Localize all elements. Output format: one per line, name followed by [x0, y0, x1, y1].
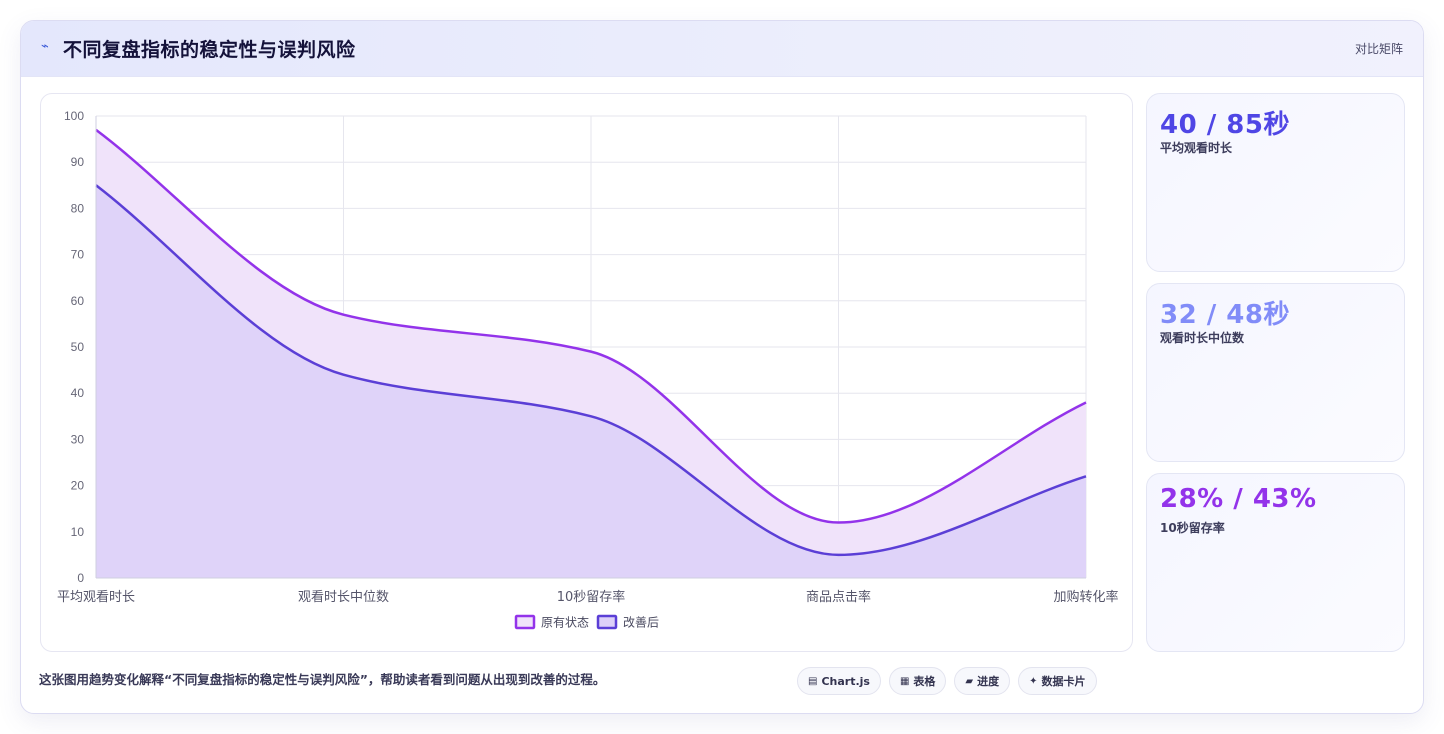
legend-swatch — [514, 614, 536, 630]
legend-swatch — [596, 614, 618, 630]
stat-label: 10秒留存率 — [1160, 521, 1225, 535]
stat-value: 32 / 48秒 — [1160, 300, 1290, 330]
report-card: ⌁ 不同复盘指标的稳定性与误判风险 对比矩阵 0 10 20 30 40 50 60 70 80… — [20, 20, 1424, 714]
compare-matrix-label: 对比矩阵 — [1354, 42, 1403, 56]
chart-description: 这张图用趋势变化解释“不同复盘指标的稳定性与误判风险”，帮助读者看到问题从出现到… — [39, 672, 606, 687]
x-tick-label: 观看时长中位数 — [298, 589, 389, 605]
chip-progress[interactable]: ▰ 进度 — [954, 667, 1011, 695]
legend-label: 改善后 — [623, 615, 659, 630]
x-tick-label: 加购转化率 — [1053, 589, 1118, 605]
card-header: ⌁ 不同复盘指标的稳定性与误判风险 对比矩阵 — [21, 21, 1423, 77]
series-line-2 — [95, 184, 1087, 557]
chip-label: Chart.js — [821, 674, 870, 688]
x-tick-label: 商品点击率 — [806, 589, 871, 605]
stat-card-retention: 28% / 43% 10秒留存率 — [1146, 473, 1405, 652]
stat-label: 观看时长中位数 — [1160, 331, 1245, 345]
stat-value: 40 / 85秒 — [1160, 110, 1290, 140]
area-chart: 0 10 20 30 40 50 60 70 80 90 100 平均观看时长 观看时长中位数 10秒留存… — [57, 109, 1119, 630]
y-tick-label: 90 — [71, 155, 85, 169]
chip-table[interactable]: ▦ 表格 — [888, 667, 947, 695]
stat-value: 28% / 43% — [1160, 484, 1317, 514]
line-chart-icon: ⌁ — [41, 39, 49, 54]
card-title: 不同复盘指标的稳定性与误判风险 — [63, 39, 356, 61]
y-tick-label: 80 — [71, 201, 85, 215]
sparkle-icon: ✦ — [1029, 675, 1038, 687]
x-tick-label: 平均观看时长 — [57, 589, 135, 605]
stat-card-median-watch: 32 / 48秒 观看时长中位数 — [1146, 283, 1405, 462]
table-icon: ▦ — [899, 675, 910, 687]
series-area-2 — [96, 185, 1086, 579]
chip-label: 数据卡片 — [1041, 675, 1086, 688]
y-tick-label: 20 — [71, 479, 85, 493]
progress-icon: ▰ — [965, 675, 974, 687]
stat-label: 平均观看时长 — [1160, 141, 1233, 155]
y-tick-label: 40 — [71, 386, 85, 400]
chip-label: 进度 — [977, 675, 1000, 688]
chip-data-card[interactable]: ✦ 数据卡片 — [1018, 667, 1097, 695]
y-tick-label: 0 — [77, 571, 84, 585]
chip-chartjs[interactable]: ▤ Chart.js — [797, 667, 881, 695]
y-tick-label: 50 — [71, 340, 85, 354]
chip-row: ▤ Chart.js ▦ 表格 ▰ 进度 ✦ 数据卡片 — [797, 667, 1097, 695]
y-tick-label: 30 — [71, 432, 85, 446]
y-tick-label: 60 — [71, 294, 85, 308]
x-tick-label: 10秒留存率 — [557, 589, 626, 605]
legend-label: 原有状态 — [541, 616, 589, 630]
chart-panel: 0 10 20 30 40 50 60 70 80 90 100 平均观看时长 观看时长中位数 10秒留存… — [40, 93, 1133, 652]
chip-label: 表格 — [913, 675, 936, 688]
chart-icon: ▤ — [808, 675, 818, 687]
y-tick-label: 100 — [64, 109, 84, 123]
y-tick-label: 10 — [71, 525, 85, 539]
series-line-1 — [95, 128, 1087, 524]
stat-card-avg-watch: 40 / 85秒 平均观看时长 — [1146, 93, 1405, 272]
y-tick-label: 70 — [71, 248, 85, 262]
